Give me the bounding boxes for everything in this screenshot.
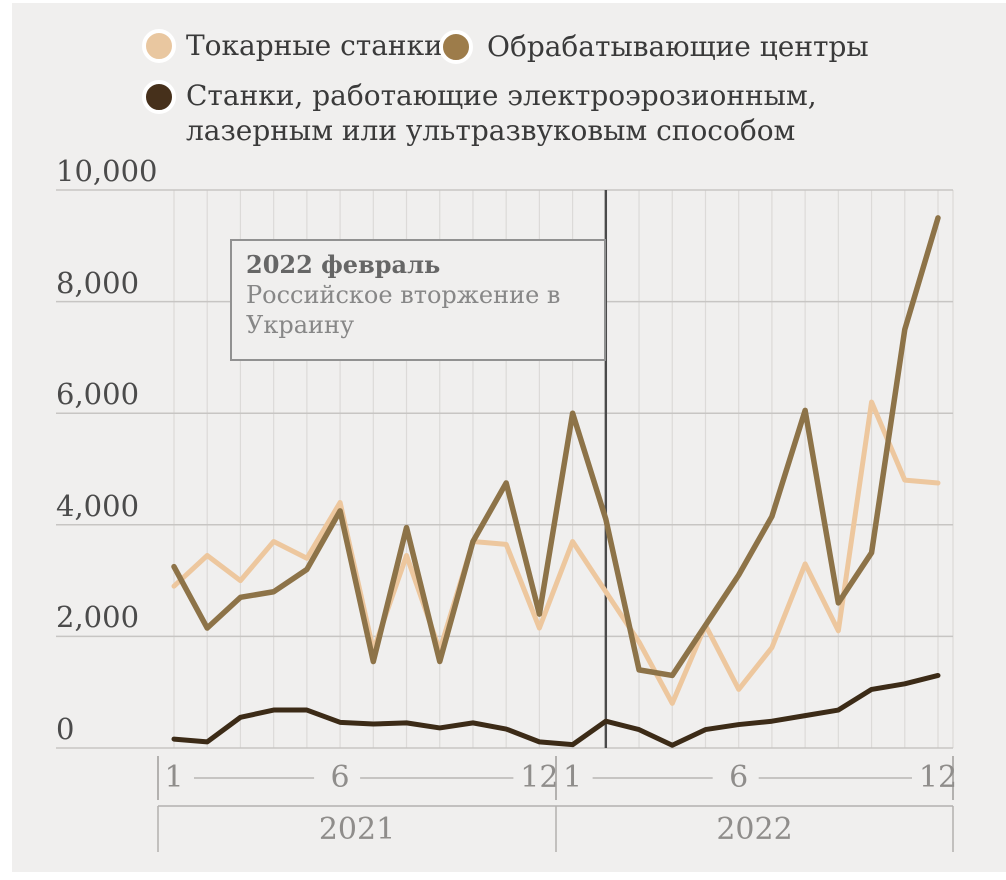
y-tick-label: 4,000 xyxy=(56,488,140,523)
x-tick-label: 12 xyxy=(918,760,958,795)
year-label: 2022 xyxy=(716,812,793,847)
legend-label-machining-centers: Обрабатывающие центры xyxy=(487,30,869,63)
annotation-body: Российское вторжение в Украину xyxy=(246,281,561,339)
chart-panel xyxy=(12,3,1006,872)
y-tick-label: 8,000 xyxy=(56,265,140,300)
series-line-1 xyxy=(171,399,941,706)
x-tick-label: 6 xyxy=(729,760,749,795)
legend-label-edm-line2: лазерным или ультразвуковым способом xyxy=(186,114,796,147)
legend-dot-edm-machines-icon xyxy=(142,80,176,114)
year-label: 2021 xyxy=(318,812,396,847)
y-tick-label: 0 xyxy=(56,712,75,746)
series-line-2 xyxy=(171,215,941,679)
annotation-title: 2022 февраль xyxy=(246,250,441,279)
x-tick-label: 1 xyxy=(164,760,184,795)
legend-dot-machining-centers-icon xyxy=(439,30,473,64)
y-tick-label: 10,000 xyxy=(56,154,158,188)
x-tick-label: 6 xyxy=(330,760,350,795)
annotation-box: 2022 февраль Российское вторжение в Укра… xyxy=(230,239,606,361)
y-tick-label: 6,000 xyxy=(56,377,140,412)
y-tick-label: 2,000 xyxy=(56,600,140,635)
legend-label-edm-line1: Станки, работающие электроэрозионным, xyxy=(186,79,817,112)
legend-dot-lathes-icon xyxy=(142,29,176,63)
legend-label-edm-machines: Станки, работающие электроэрозионным, ла… xyxy=(186,78,817,148)
x-tick-label: 1 xyxy=(563,760,583,795)
x-tick-label: 12 xyxy=(520,760,559,795)
series-line-3 xyxy=(171,672,941,748)
legend-label-lathes: Токарные станки xyxy=(186,29,443,62)
